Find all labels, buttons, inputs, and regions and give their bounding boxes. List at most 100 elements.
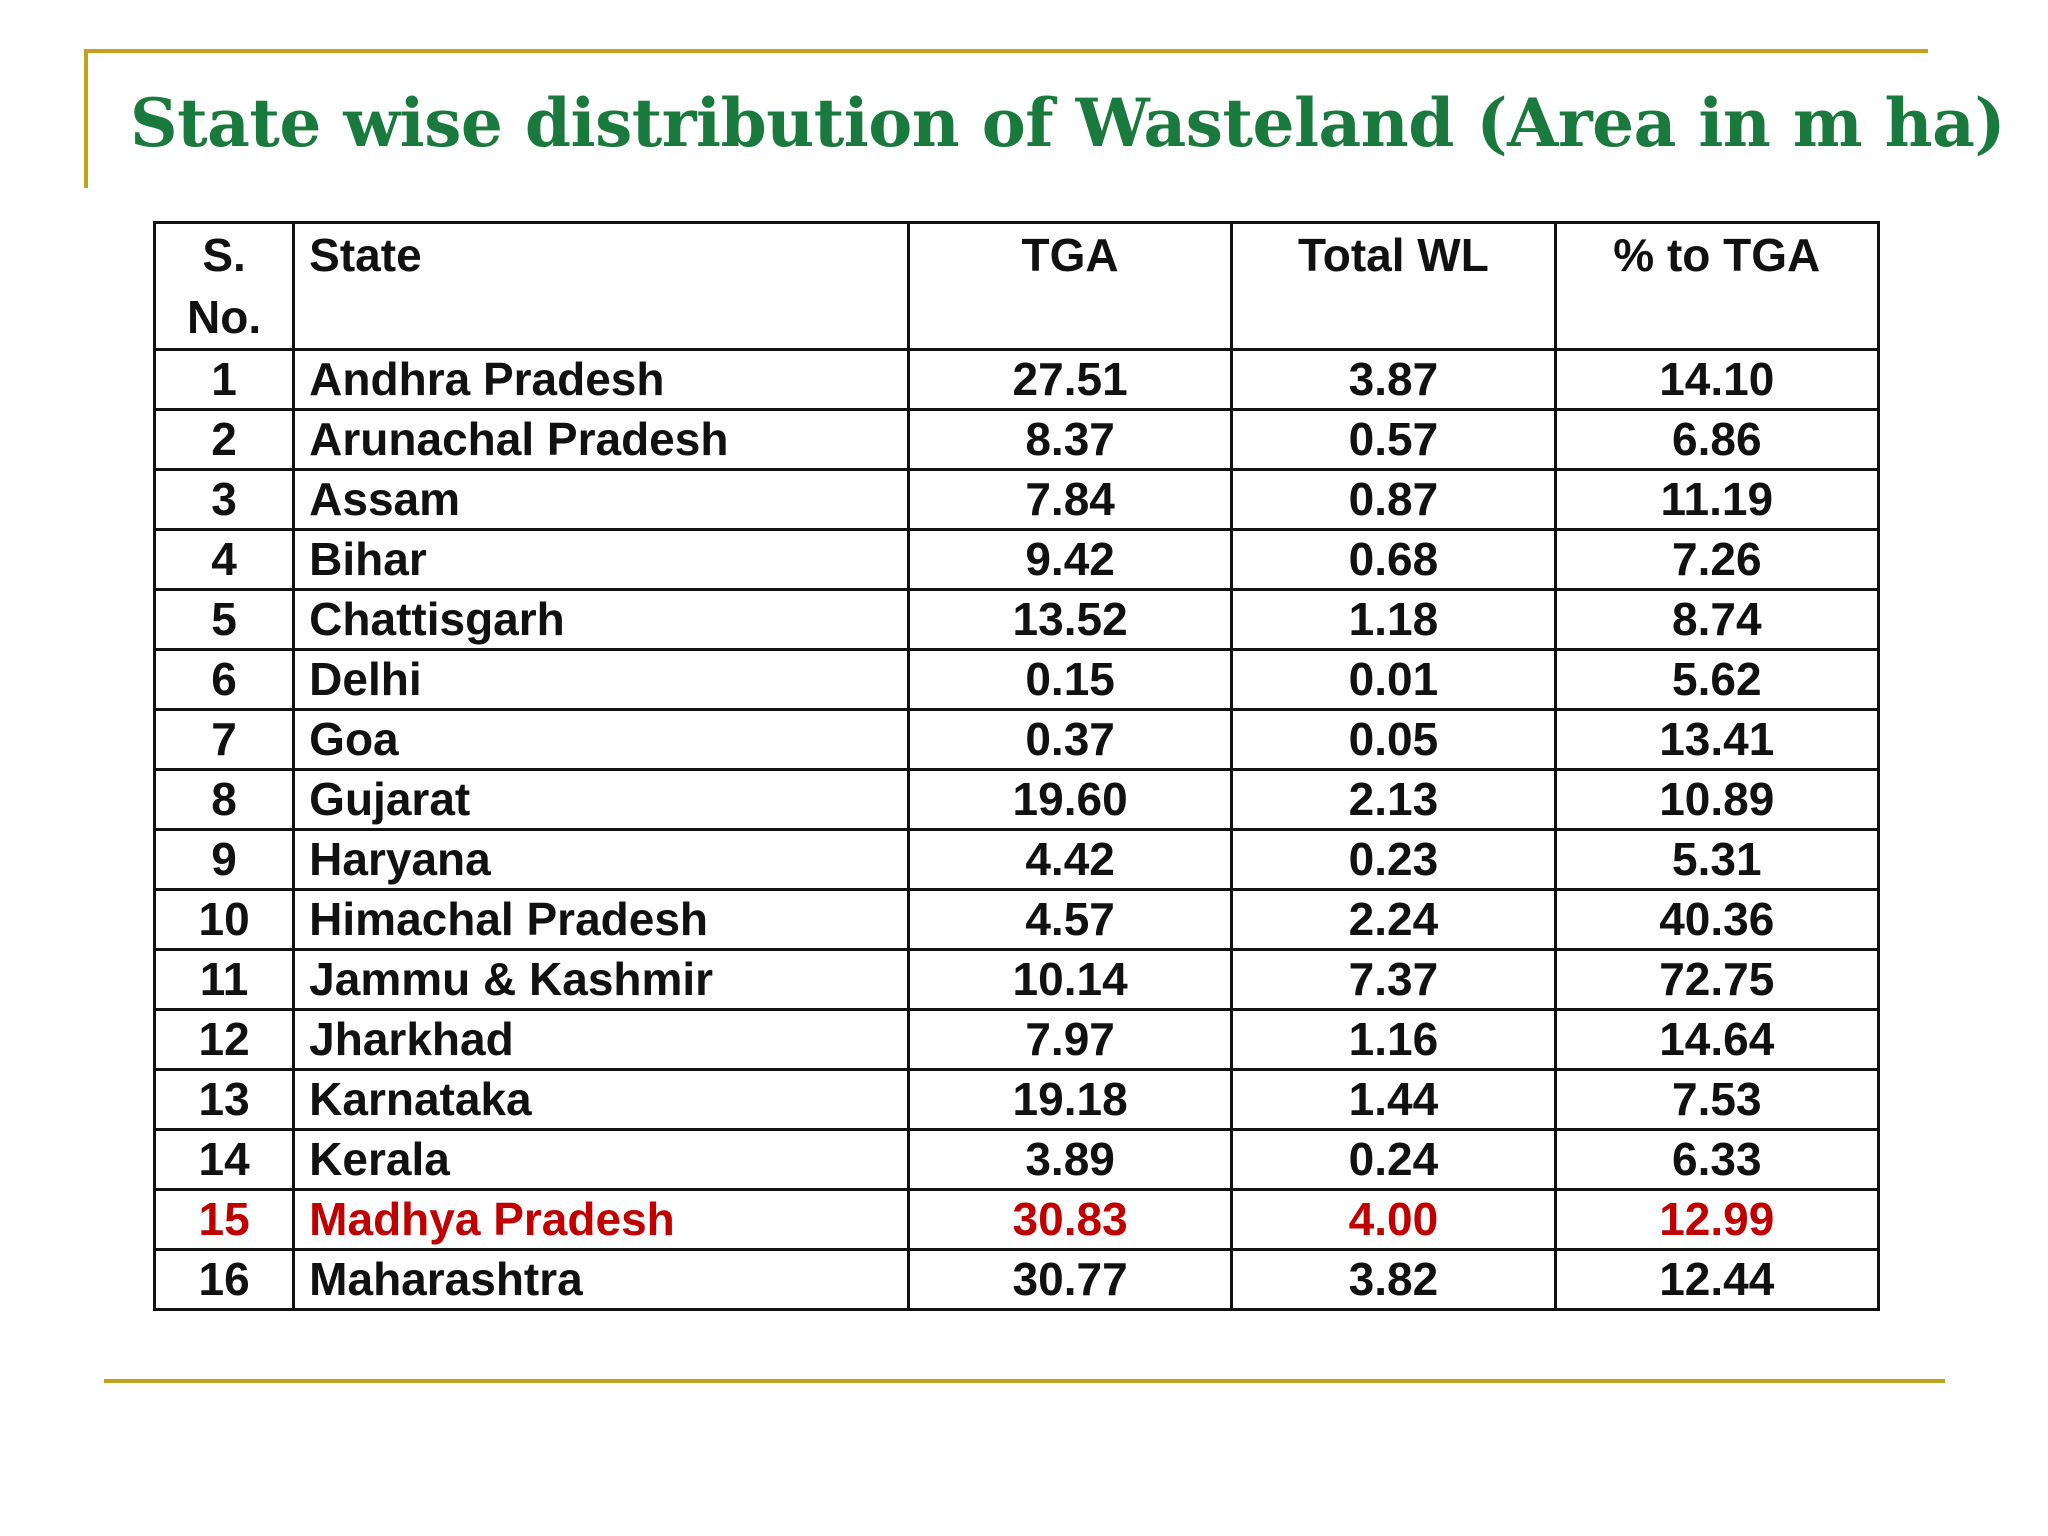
- cell-state: Jharkhad: [292, 1008, 910, 1071]
- cell-sno: 10: [152, 888, 296, 951]
- table-row: 1 Andhra Pradesh 27.51 3.87 14.10: [152, 348, 1881, 411]
- header-total-wl: Total WL: [1230, 221, 1557, 351]
- cell-state: Kerala: [292, 1128, 910, 1191]
- table-row: 3 Assam 7.84 0.87 11.19: [152, 468, 1881, 531]
- cell-tga: 0.15: [906, 648, 1234, 711]
- cell-state: Gujarat: [292, 768, 910, 831]
- table-row: 14 Kerala 3.89 0.24 6.33: [152, 1128, 1881, 1191]
- cell-pct-tga: 12.44: [1553, 1248, 1881, 1311]
- cell-pct-tga: 14.10: [1553, 348, 1881, 411]
- cell-tga: 10.14: [906, 948, 1234, 1011]
- header-sno: S. No.: [152, 221, 296, 351]
- cell-sno: 3: [152, 468, 296, 531]
- cell-total-wl: 0.23: [1230, 828, 1557, 891]
- cell-state: Chattisgarh: [292, 588, 910, 651]
- cell-state: Bihar: [292, 528, 910, 591]
- cell-state: Haryana: [292, 828, 910, 891]
- cell-state: Arunachal Pradesh: [292, 408, 910, 471]
- cell-total-wl: 1.44: [1230, 1068, 1557, 1131]
- cell-state: Andhra Pradesh: [292, 348, 910, 411]
- cell-state: Himachal Pradesh: [292, 888, 910, 951]
- cell-tga: 19.60: [906, 768, 1234, 831]
- cell-sno: 12: [152, 1008, 296, 1071]
- cell-total-wl: 2.13: [1230, 768, 1557, 831]
- cell-state: Assam: [292, 468, 910, 531]
- cell-tga: 19.18: [906, 1068, 1234, 1131]
- cell-sno: 1: [152, 348, 296, 411]
- table-row: 8 Gujarat 19.60 2.13 10.89: [152, 768, 1881, 831]
- cell-sno: 14: [152, 1128, 296, 1191]
- table-row: 6 Delhi 0.15 0.01 5.62: [152, 648, 1881, 711]
- cell-state: Madhya Pradesh: [292, 1188, 910, 1251]
- cell-pct-tga: 13.41: [1553, 708, 1881, 771]
- cell-sno: 6: [152, 648, 296, 711]
- frame-left-rule: [84, 49, 88, 188]
- cell-sno: 9: [152, 828, 296, 891]
- wasteland-table: S. No. State TGA Total WL % to TGA 1 Andh…: [152, 221, 1881, 1311]
- cell-total-wl: 0.05: [1230, 708, 1557, 771]
- table-row: 16 Maharashtra 30.77 3.82 12.44: [152, 1248, 1881, 1311]
- cell-pct-tga: 72.75: [1553, 948, 1881, 1011]
- cell-sno: 2: [152, 408, 296, 471]
- table-body: 1 Andhra Pradesh 27.51 3.87 14.10 2 Arunachal …: [152, 348, 1881, 1311]
- header-pct-tga: % to TGA: [1553, 221, 1881, 351]
- cell-pct-tga: 6.33: [1553, 1128, 1881, 1191]
- cell-pct-tga: 5.62: [1553, 648, 1881, 711]
- cell-pct-tga: 12.99: [1553, 1188, 1881, 1251]
- cell-state: Delhi: [292, 648, 910, 711]
- cell-pct-tga: 14.64: [1553, 1008, 1881, 1071]
- cell-tga: 30.77: [906, 1248, 1234, 1311]
- table-row: 11 Jammu & Kashmir 10.14 7.37 72.75: [152, 948, 1881, 1011]
- table-row: 7 Goa 0.37 0.05 13.41: [152, 708, 1881, 771]
- cell-total-wl: 0.87: [1230, 468, 1557, 531]
- cell-sno: 15: [152, 1188, 296, 1251]
- cell-tga: 8.37: [906, 408, 1234, 471]
- cell-tga: 4.57: [906, 888, 1234, 951]
- header-tga: TGA: [906, 221, 1234, 351]
- cell-sno: 8: [152, 768, 296, 831]
- cell-sno: 11: [152, 948, 296, 1011]
- table-row: 4 Bihar 9.42 0.68 7.26: [152, 528, 1881, 591]
- cell-state: Karnataka: [292, 1068, 910, 1131]
- cell-state: Goa: [292, 708, 910, 771]
- slide-title: State wise distribution of Wasteland (Ar…: [130, 84, 2006, 162]
- cell-state: Jammu & Kashmir: [292, 948, 910, 1011]
- cell-total-wl: 0.01: [1230, 648, 1557, 711]
- cell-sno: 7: [152, 708, 296, 771]
- cell-sno: 4: [152, 528, 296, 591]
- cell-total-wl: 0.24: [1230, 1128, 1557, 1191]
- cell-state: Maharashtra: [292, 1248, 910, 1311]
- cell-pct-tga: 6.86: [1553, 408, 1881, 471]
- frame-top-rule: [85, 49, 1928, 53]
- cell-tga: 7.97: [906, 1008, 1234, 1071]
- cell-tga: 27.51: [906, 348, 1234, 411]
- table-header-row: S. No. State TGA Total WL % to TGA: [152, 221, 1881, 351]
- cell-total-wl: 2.24: [1230, 888, 1557, 951]
- cell-pct-tga: 40.36: [1553, 888, 1881, 951]
- cell-pct-tga: 7.53: [1553, 1068, 1881, 1131]
- cell-pct-tga: 8.74: [1553, 588, 1881, 651]
- cell-pct-tga: 5.31: [1553, 828, 1881, 891]
- cell-total-wl: 1.16: [1230, 1008, 1557, 1071]
- header-state: State: [292, 221, 910, 351]
- cell-tga: 13.52: [906, 588, 1234, 651]
- cell-total-wl: 0.57: [1230, 408, 1557, 471]
- table-row: 5 Chattisgarh 13.52 1.18 8.74: [152, 588, 1881, 651]
- table-row: 15 Madhya Pradesh 30.83 4.00 12.99: [152, 1188, 1881, 1251]
- table-row: 9 Haryana 4.42 0.23 5.31: [152, 828, 1881, 891]
- table-row: 12 Jharkhad 7.97 1.16 14.64: [152, 1008, 1881, 1071]
- table-row: 2 Arunachal Pradesh 8.37 0.57 6.86: [152, 408, 1881, 471]
- cell-pct-tga: 7.26: [1553, 528, 1881, 591]
- cell-tga: 4.42: [906, 828, 1234, 891]
- cell-tga: 0.37: [906, 708, 1234, 771]
- cell-sno: 16: [152, 1248, 296, 1311]
- table-row: 10 Himachal Pradesh 4.57 2.24 40.36: [152, 888, 1881, 951]
- cell-tga: 7.84: [906, 468, 1234, 531]
- frame-bottom-rule: [104, 1379, 1945, 1383]
- cell-total-wl: 1.18: [1230, 588, 1557, 651]
- cell-tga: 30.83: [906, 1188, 1234, 1251]
- cell-total-wl: 3.82: [1230, 1248, 1557, 1311]
- cell-sno: 5: [152, 588, 296, 651]
- cell-pct-tga: 10.89: [1553, 768, 1881, 831]
- cell-total-wl: 0.68: [1230, 528, 1557, 591]
